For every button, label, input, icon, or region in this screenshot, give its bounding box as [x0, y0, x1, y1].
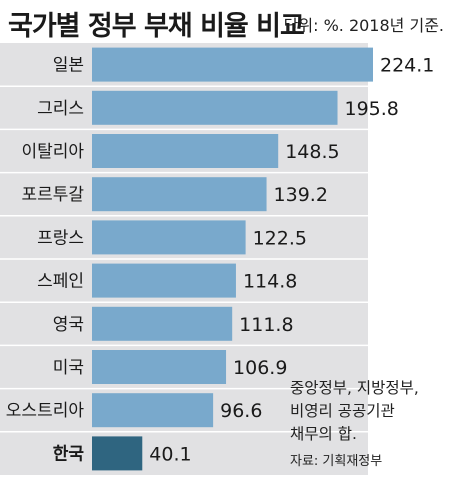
- bar: [92, 134, 279, 168]
- footnote-line: 채무의 합.: [290, 425, 357, 443]
- category-label: 포르투갈: [21, 185, 84, 205]
- value-label: 148.5: [285, 141, 339, 163]
- chart-title: 국가별 정부 부채 비율 비교: [8, 11, 305, 42]
- category-label: 일본: [53, 56, 84, 76]
- value-label: 111.8: [239, 314, 293, 336]
- footnote-line: 중앙정부, 지방정부,: [290, 379, 419, 397]
- category-label: 미국: [53, 358, 84, 378]
- bar: [92, 393, 214, 428]
- bar: [92, 177, 267, 212]
- bar: [92, 263, 236, 298]
- category-label: 오스트리아: [6, 401, 85, 421]
- category-label: 스페인: [37, 272, 84, 292]
- category-label: 프랑스: [37, 228, 84, 248]
- value-label: 139.2: [274, 184, 328, 206]
- bar: [92, 90, 338, 125]
- source-note: 자료: 기획재정부: [290, 454, 383, 469]
- bar: [92, 220, 246, 255]
- bar: [92, 350, 227, 384]
- value-label: 224.1: [380, 55, 434, 77]
- value-label: 114.8: [243, 271, 297, 293]
- footnote: 중앙정부, 지방정부, 비영리 공공기관 채무의 합.: [290, 377, 419, 446]
- category-label: 이탈리아: [21, 142, 84, 162]
- value-label: 122.5: [253, 227, 307, 249]
- value-label: 40.1: [149, 443, 191, 465]
- value-label: 195.8: [345, 98, 399, 120]
- bar: [92, 306, 233, 341]
- value-label: 96.6: [220, 400, 262, 422]
- unit-note: 단위: %. 2018년 기준.: [283, 16, 444, 35]
- category-label: 그리스: [37, 99, 84, 119]
- bar: [92, 47, 373, 82]
- bar: [92, 436, 143, 471]
- category-label: 영국: [53, 315, 84, 335]
- footnote-line: 비영리 공공기관: [290, 402, 395, 420]
- value-label: 106.9: [233, 357, 287, 379]
- category-label: 한국: [53, 444, 85, 464]
